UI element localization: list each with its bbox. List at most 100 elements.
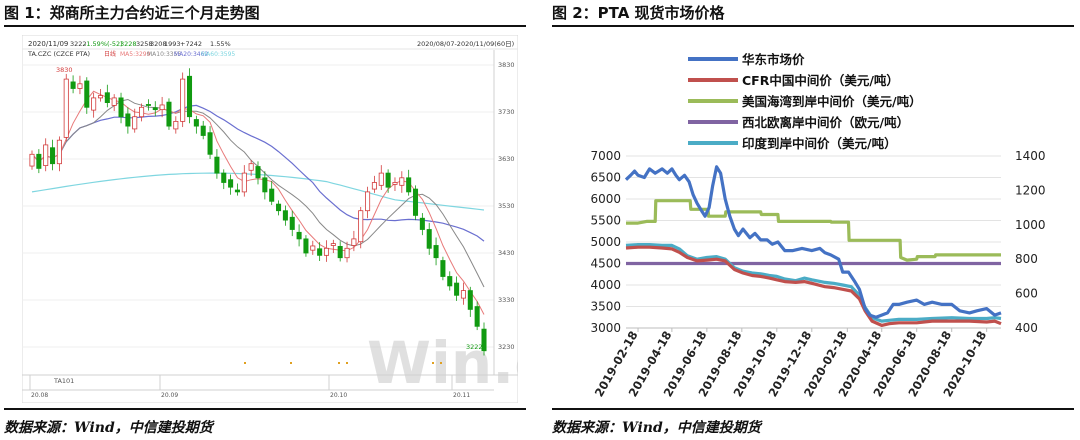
candle (63, 78, 69, 138)
candle (289, 216, 295, 230)
left-y-tick-label: 7000 (590, 149, 621, 163)
candle (447, 276, 453, 287)
candle (70, 81, 76, 89)
header-value: 3258 (136, 40, 153, 48)
candle (406, 177, 412, 193)
event-markers (244, 362, 442, 364)
candle (29, 153, 35, 167)
date-axis: 20.08 20.09 20.10 20.11 (29, 375, 470, 399)
header-value: -1.59%(-52) (84, 40, 123, 48)
header-value: 1.55% (210, 40, 231, 48)
ma-legend-item: 日线 (104, 50, 116, 58)
event-marker (432, 362, 434, 364)
candle (351, 238, 357, 246)
event-marker (440, 362, 442, 364)
gridlines (626, 155, 1001, 329)
right-y-tick-label: 600 (1015, 287, 1038, 301)
candle (385, 172, 391, 188)
right-y-tick-label: 400 (1015, 321, 1038, 335)
event-marker (290, 362, 292, 364)
candle (262, 177, 268, 193)
series-line (626, 199, 1001, 262)
candle (330, 243, 336, 246)
series-line (625, 243, 1002, 323)
price-tick-label: 3630 (498, 155, 515, 163)
indicator-label: TA.CZC (CZCE PTA) (27, 50, 90, 58)
candle (474, 306, 480, 327)
left-y-tick-label: 5000 (590, 235, 621, 249)
last-price-label: 3222 (466, 343, 483, 351)
price-tick-label: 3230 (498, 343, 515, 351)
right-y-axis: 400 600 800 1000 1200 1400 (1015, 149, 1046, 335)
ma-legend-item: MA5:3299 (120, 51, 151, 58)
candle (433, 245, 439, 259)
candle (460, 290, 466, 299)
date-tick-label: 20.11 (453, 392, 470, 399)
legend-label: 美国海湾到岸中间价（美元/吨） (742, 94, 922, 109)
candle (166, 101, 172, 127)
series-line (625, 245, 1002, 327)
candle (132, 116, 138, 130)
price-axis: 3830 3730 3630 3530 3430 3330 3230 (498, 61, 515, 351)
candle (186, 75, 193, 118)
candle (139, 106, 145, 118)
candle (77, 83, 83, 89)
candle (193, 119, 199, 127)
candle (118, 97, 124, 118)
candle (221, 172, 227, 183)
right-figure-title: 图 2：PTA 现货市场价格 (552, 4, 725, 22)
candle (36, 153, 42, 169)
ma-legend-item: MA10:3355 (147, 51, 181, 58)
price-tick-label: 3330 (498, 296, 515, 304)
left-title-rule (4, 25, 526, 27)
candle (200, 125, 206, 136)
candle (365, 191, 371, 212)
header-value: +7242 (180, 40, 202, 48)
event-marker (338, 362, 340, 364)
candle (180, 78, 186, 122)
right-y-tick-label: 800 (1015, 252, 1038, 266)
left-source-note: 数据来源：Wind，中信建投期货 (4, 420, 213, 436)
candle (358, 210, 364, 243)
ma-legend-item: MA20:3462 (174, 51, 208, 58)
price-tick-label: 3830 (498, 61, 515, 69)
candle (317, 248, 323, 256)
candle (125, 113, 131, 127)
candle (248, 163, 254, 171)
candle (282, 210, 288, 221)
candle (481, 328, 487, 352)
candle (234, 189, 240, 193)
candle (426, 229, 432, 249)
candle (467, 290, 473, 310)
candle (454, 282, 460, 296)
candle (56, 139, 62, 165)
candle (392, 182, 398, 185)
candle (152, 107, 158, 111)
candle (276, 203, 282, 212)
candle (371, 182, 377, 190)
candle (255, 166, 261, 179)
candle (344, 247, 350, 259)
left-figure-title: 图 1：郑商所主力合约近三个月走势图 (4, 4, 260, 22)
price-tick-label: 3530 (498, 202, 515, 210)
left-y-tick-label: 3500 (590, 300, 621, 314)
wind-watermark: Win.d (367, 329, 518, 397)
candle (214, 156, 220, 174)
left-y-tick-label: 4000 (590, 278, 621, 292)
candle (296, 231, 302, 240)
candle (269, 188, 275, 202)
right-y-tick-label: 1000 (1015, 218, 1046, 232)
candle (97, 95, 104, 99)
left-y-axis: 3000 3500 4000 4500 5000 5500 6000 6500 7000 (590, 149, 621, 335)
high-label: 3830 (56, 66, 73, 74)
candle (310, 245, 316, 251)
candles (29, 68, 487, 356)
candle (228, 179, 234, 188)
candlestick-chart: 2020/11/09 3222-1.59%(-52)3228 3258320819… (22, 35, 518, 403)
candle (173, 121, 179, 130)
date-tick-label: 20.08 (31, 392, 48, 399)
candle (111, 97, 117, 106)
right-title-rule (552, 25, 1074, 27)
header-value: 3208 (150, 40, 167, 48)
